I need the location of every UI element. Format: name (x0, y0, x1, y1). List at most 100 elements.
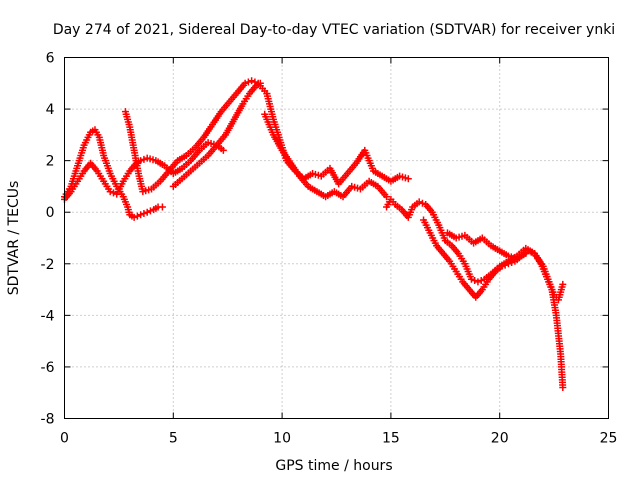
y-tick-label: -4 (41, 308, 55, 324)
data-point (158, 203, 166, 211)
point-trail (557, 353, 567, 389)
data-point (559, 280, 567, 288)
point-trail (122, 110, 133, 129)
point-trail (120, 195, 131, 208)
series-track-8 (420, 216, 567, 304)
point-trail (351, 183, 362, 192)
point-trail (494, 264, 504, 274)
point-trail (215, 143, 225, 153)
data-point (256, 79, 264, 87)
point-trail (219, 99, 232, 114)
grid-lines (64, 57, 609, 419)
data-point (248, 77, 256, 85)
y-axis-label: SDTVAR / TECUs (6, 181, 22, 296)
point-trail (124, 206, 133, 216)
point-trail (367, 179, 380, 189)
point-trail (244, 78, 252, 86)
point-trail (384, 198, 393, 208)
point-trail (471, 277, 479, 285)
point-trail (545, 278, 557, 296)
point-trail (74, 144, 87, 167)
point-trail (399, 173, 409, 182)
point-trail (483, 272, 493, 282)
point-trail (538, 262, 550, 281)
point-trail (418, 199, 426, 207)
series-track-5 (263, 90, 412, 188)
point-trail (447, 260, 459, 273)
point-trail (121, 170, 132, 183)
point-trail (241, 92, 252, 105)
point-trail (456, 252, 467, 265)
point-trail (473, 288, 485, 299)
point-trail (114, 180, 126, 196)
data-point (143, 208, 151, 216)
point-trail (405, 206, 416, 219)
point-trail (68, 164, 81, 188)
point-trail (75, 170, 86, 183)
plot-frame (64, 57, 609, 419)
point-trail (553, 314, 564, 355)
point-trail (207, 139, 218, 148)
point-trail (297, 174, 310, 188)
point-trail (423, 202, 435, 214)
point-trail (376, 184, 389, 199)
point-trail (101, 180, 113, 193)
point-trail (271, 133, 285, 152)
x-tick-label: 15 (382, 431, 400, 447)
point-trail (82, 161, 93, 173)
y-tick-label: 0 (46, 205, 55, 221)
point-trail (96, 136, 107, 157)
x-tick-label: 0 (60, 431, 69, 447)
point-trail (454, 270, 465, 283)
point-trail (372, 168, 384, 179)
point-trail (146, 207, 154, 215)
point-trail (101, 154, 113, 175)
point-trail (515, 251, 528, 261)
point-trail (341, 184, 354, 199)
point-trail (359, 179, 371, 191)
point-trail (140, 155, 148, 163)
point-trail (498, 248, 510, 259)
point-trail (449, 244, 461, 256)
point-trail (555, 283, 566, 301)
series-track-9 (443, 229, 530, 263)
point-trail (223, 118, 237, 137)
point-trail (198, 153, 210, 165)
point-trail (150, 179, 162, 191)
point-trail (135, 172, 146, 193)
point-trail (421, 219, 433, 234)
point-trail (95, 170, 106, 183)
point-trail (288, 161, 302, 178)
point-trail (215, 133, 228, 147)
point-trail (319, 166, 332, 178)
point-trail (467, 288, 478, 299)
y-tick-label: 2 (46, 154, 55, 170)
data-point (559, 384, 567, 392)
point-trail (280, 148, 293, 165)
point-trail (231, 102, 246, 121)
point-trail (88, 161, 100, 173)
x-tick-label: 10 (273, 431, 291, 447)
x-axis-label: GPS time / hours (275, 458, 392, 474)
point-trail (185, 146, 197, 158)
point-trail (311, 170, 322, 179)
point-trail (193, 135, 206, 150)
point-trail (389, 173, 401, 184)
point-trail (92, 128, 102, 139)
y-tick-label: 4 (46, 102, 55, 118)
point-trail (228, 89, 241, 103)
point-trail (480, 278, 491, 291)
point-trail (154, 158, 166, 169)
point-trail (507, 253, 518, 262)
point-trail (436, 224, 448, 242)
point-trail (430, 211, 441, 227)
data-point (241, 79, 249, 87)
point-trail (489, 243, 502, 254)
point-trail (133, 212, 141, 220)
point-trail (411, 200, 421, 209)
point-trail (189, 161, 201, 173)
point-trail (180, 159, 193, 170)
point-trail (455, 232, 466, 241)
point-trail (167, 159, 180, 173)
point-trail (486, 269, 498, 281)
